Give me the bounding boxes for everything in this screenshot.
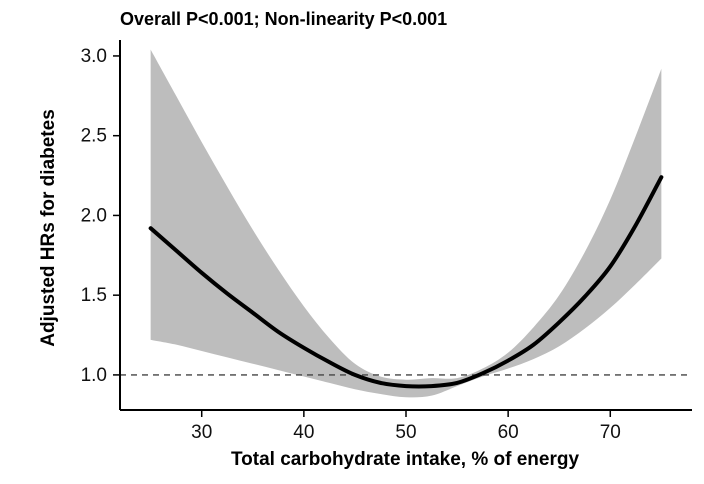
y-tick-label: 2.0 <box>81 205 107 226</box>
y-axis-label: Adjusted HRs for diabetes <box>38 109 59 347</box>
x-tick-label: 30 <box>191 422 212 443</box>
x-tick-label: 70 <box>600 422 621 443</box>
chart-title: Overall P<0.001; Non-linearity P<0.001 <box>120 9 447 29</box>
y-tick-label: 3.0 <box>81 46 107 67</box>
x-tick-label: 60 <box>498 422 519 443</box>
plot-area <box>120 49 692 398</box>
x-axis-label: Total carbohydrate intake, % of energy <box>231 449 580 470</box>
axes: 1.0 1.5 2.0 2.5 3.0 30 40 50 60 70 <box>81 40 692 443</box>
y-tick-label: 2.5 <box>81 126 107 147</box>
x-tick-label: 40 <box>293 422 314 443</box>
y-tick-label: 1.5 <box>81 285 107 306</box>
x-tick-label: 50 <box>395 422 416 443</box>
hr-curve <box>148 175 664 389</box>
y-tick-label: 1.0 <box>81 365 107 386</box>
confidence-band <box>150 49 662 398</box>
